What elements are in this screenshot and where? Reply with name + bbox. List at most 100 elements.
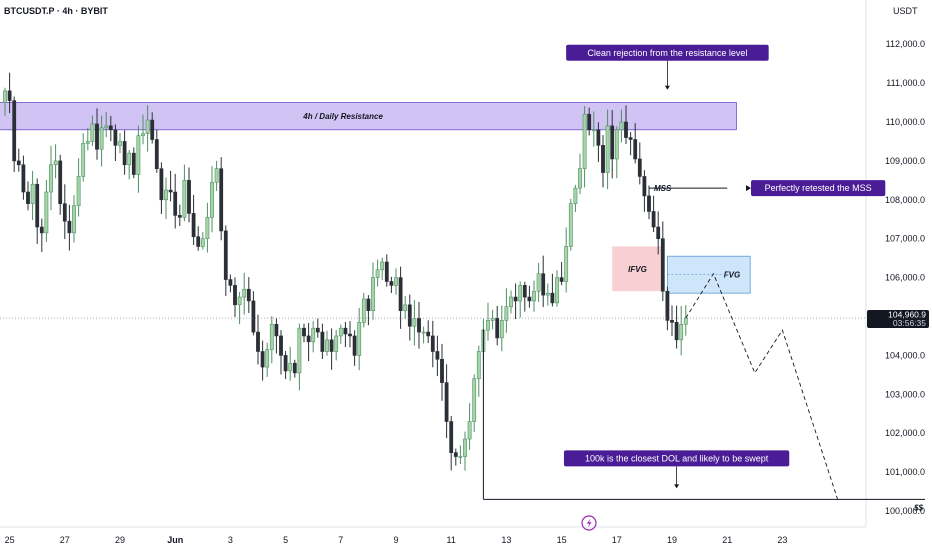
resistance-zone-label: 4h / Daily Resistance	[302, 112, 383, 121]
candle-body	[311, 327, 316, 343]
candle-body	[513, 296, 518, 302]
candle-body	[504, 306, 509, 321]
price-tick-label: 108,000.0	[885, 195, 925, 205]
candle-body	[113, 129, 118, 146]
candle-body	[219, 168, 224, 232]
candle-body	[375, 269, 380, 278]
candle-body	[343, 327, 348, 335]
callouts-layer: Clean rejection from the resistance leve…	[563, 44, 886, 489]
time-tick-label: 3	[228, 535, 233, 545]
candles-layer	[3, 72, 688, 471]
candle-body	[357, 322, 362, 356]
candle-body	[633, 139, 638, 160]
candle-body	[389, 281, 394, 286]
candle-body	[398, 277, 403, 311]
candle-body	[81, 143, 86, 177]
candle-body	[605, 125, 610, 173]
candle-body	[279, 335, 283, 356]
candle-body	[495, 318, 500, 339]
candle-body	[196, 236, 201, 247]
currency-label: USDT	[893, 6, 918, 16]
candle-body	[467, 421, 472, 440]
lightning-icon[interactable]	[581, 515, 597, 531]
candle-body	[256, 331, 260, 352]
candle-body	[154, 139, 159, 169]
candle-body	[122, 141, 127, 166]
candle-body	[660, 238, 665, 292]
candle-body	[651, 211, 656, 228]
candle-body	[3, 90, 7, 103]
candle-body	[380, 261, 385, 271]
callout-arrowhead	[664, 85, 670, 90]
projection-path	[685, 272, 839, 500]
candle-body	[35, 183, 40, 228]
candle-body	[242, 288, 247, 298]
candle-body	[486, 320, 490, 331]
candle-body	[361, 298, 366, 323]
candle-body	[164, 189, 168, 201]
time-tick-label: 15	[557, 535, 567, 545]
candle-body	[559, 277, 564, 282]
candle-body	[674, 322, 679, 341]
candle-body	[104, 125, 109, 129]
candle-body	[246, 288, 251, 302]
candle-body	[614, 129, 619, 160]
callout-0: Clean rejection from the resistance leve…	[566, 44, 769, 90]
candle-body	[656, 226, 661, 239]
time-tick-label: 17	[612, 535, 622, 545]
callout-box	[751, 180, 886, 197]
candle-body	[159, 168, 164, 201]
candle-body	[536, 273, 541, 292]
candle-body	[628, 137, 633, 140]
candle-body	[136, 135, 141, 175]
candle-body	[228, 279, 233, 286]
candle-body	[440, 358, 444, 383]
candle-body	[435, 351, 440, 360]
candle-body	[610, 125, 615, 160]
candle-body	[12, 100, 17, 162]
mss-label: MSS	[654, 184, 672, 193]
zones-layer: 4h / Daily Resistance IFVG FVG	[0, 102, 751, 294]
candle-body	[499, 320, 504, 339]
candle-body	[292, 362, 297, 374]
time-tick-label: 27	[60, 535, 70, 545]
candle-body	[173, 191, 178, 216]
candle-body	[578, 168, 582, 189]
candle-body	[214, 168, 219, 183]
candle-body	[95, 123, 99, 150]
price-tick-label: 110,000.0	[886, 117, 925, 127]
candle-body	[619, 121, 624, 131]
candle-body	[541, 273, 546, 296]
price-tick-label: 101,000.0	[885, 467, 925, 477]
candle-body	[283, 355, 288, 372]
candle-body	[679, 323, 684, 341]
resistance-zone	[0, 102, 737, 131]
time-tick-label: 19	[667, 535, 677, 545]
candle-body	[334, 335, 339, 352]
candle-body	[329, 339, 334, 352]
time-tick-label: 29	[115, 535, 125, 545]
candle-body	[150, 119, 155, 140]
price-axis: 112,000.0 111,000.0 110,000.0 109,000.0 108,…	[867, 39, 929, 516]
candle-body	[647, 195, 651, 212]
candle-body	[582, 113, 587, 169]
candle-body	[601, 145, 605, 173]
candle-body	[637, 158, 642, 177]
time-tick-label: Jun	[167, 535, 183, 545]
candle-body	[118, 141, 122, 146]
time-tick-label: 11	[447, 535, 456, 545]
candle-body	[210, 181, 214, 218]
candle-body	[555, 277, 559, 304]
candle-body	[371, 277, 375, 311]
candle-body	[421, 331, 426, 334]
callout-box	[566, 44, 769, 61]
candle-body	[168, 189, 173, 193]
price-tick-label: 102,000.0	[885, 428, 925, 438]
time-tick-label: 5	[283, 535, 288, 545]
candle-body	[191, 213, 196, 238]
candle-body	[302, 327, 306, 337]
callout-arrowhead	[746, 185, 751, 192]
candle-body	[67, 220, 72, 234]
candle-body	[306, 335, 311, 343]
